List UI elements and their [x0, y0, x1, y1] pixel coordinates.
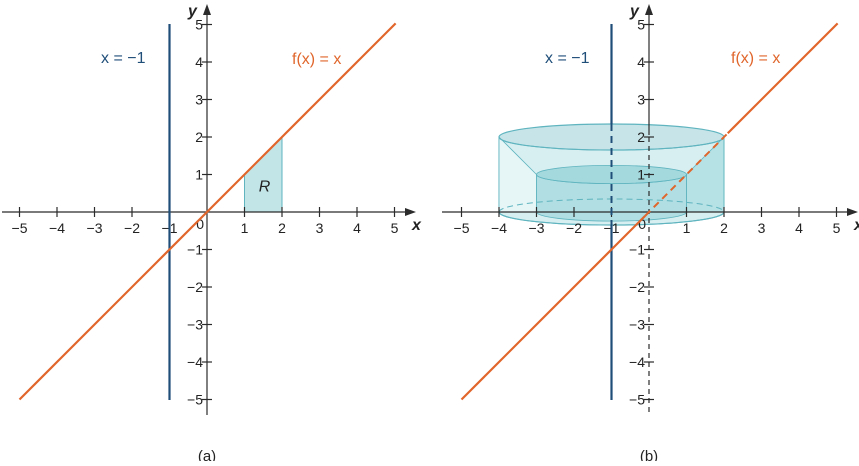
- y-tick-label: 2: [637, 129, 645, 145]
- y-tick-labels: −5 −4 −3 −2 −1 1 2 3 4 5: [629, 17, 645, 408]
- x-tick-labels: −5 −4 −3 −2 −1 1 2 3 4 5: [12, 220, 399, 236]
- y-tick-marks: [202, 23, 212, 401]
- y-tick-label: −5: [629, 392, 645, 408]
- x-tick-label: 5: [391, 220, 399, 236]
- vertical-line-label: x = −1: [101, 50, 146, 67]
- x-axis-arrow: [405, 208, 416, 216]
- y-tick-label: −5: [187, 392, 203, 408]
- y-tick-label: −2: [187, 279, 203, 295]
- y-axis-arrow: [203, 4, 211, 15]
- origin-label: 0: [196, 216, 204, 232]
- x-tick-label: 4: [795, 220, 803, 236]
- y-tick-label: 1: [195, 167, 203, 183]
- function-line: [18, 22, 397, 401]
- origin-label: 0: [638, 216, 646, 232]
- y-tick-label: −1: [629, 242, 645, 258]
- y-tick-labels: −5 −4 −3 −2 −1 1 2 3 4 5: [187, 17, 203, 408]
- y-tick-label: 5: [637, 17, 645, 33]
- y-tick-label: 3: [195, 92, 203, 108]
- y-tick-label: −3: [629, 317, 645, 333]
- x-tick-label: −5: [12, 220, 28, 236]
- x-tick-label: 3: [316, 220, 324, 236]
- x-tick-label: −4: [491, 220, 507, 236]
- x-tick-label: 5: [833, 220, 841, 236]
- y-tick-label: 3: [637, 92, 645, 108]
- x-axis-arrow: [847, 208, 858, 216]
- function-label: f(x) = x: [731, 50, 780, 67]
- y-tick-label: −2: [629, 279, 645, 295]
- x-tick-label: −2: [566, 220, 582, 236]
- x-tick-label: 2: [278, 220, 286, 236]
- y-axis-arrow: [645, 4, 653, 15]
- x-tick-label: −4: [49, 220, 65, 236]
- y-axis-label: y: [629, 3, 640, 20]
- region-r: [244, 135, 283, 213]
- y-tick-label: −4: [629, 354, 645, 370]
- y-tick-label: −1: [187, 242, 203, 258]
- function-line-upper: [726, 22, 839, 135]
- x-tick-label: 4: [353, 220, 361, 236]
- x-tick-label: −3: [87, 220, 103, 236]
- x-tick-label: −5: [454, 220, 470, 236]
- vertical-line-label: x = −1: [545, 50, 590, 67]
- x-axis-label: x: [411, 217, 422, 234]
- panel-b: −5 −4 −3 −2 −1 1 2 3 4 5 −5 −4 −3 −2 −1 …: [442, 3, 859, 465]
- x-tick-label: 1: [241, 220, 249, 236]
- y-tick-label: 5: [195, 17, 203, 33]
- x-tick-label: −3: [529, 220, 545, 236]
- y-tick-label: 2: [195, 129, 203, 145]
- x-tick-label: −2: [124, 220, 140, 236]
- y-tick-label: 1: [637, 167, 645, 183]
- function-label: f(x) = x: [292, 51, 341, 68]
- x-tick-label: 3: [758, 220, 766, 236]
- y-tick-label: −3: [187, 317, 203, 333]
- y-tick-marks: [644, 23, 654, 401]
- function-line-hidden: [644, 132, 729, 217]
- x-axis-label: x: [853, 217, 859, 234]
- panel-a: −5 −4 −3 −2 −1 1 2 3 4 5 −5 −4 −3 −2 −1 …: [2, 3, 422, 465]
- panel-caption: (b): [640, 448, 658, 461]
- y-axis-label: y: [187, 3, 198, 20]
- y-tick-label: 4: [195, 54, 203, 70]
- x-tick-label: 1: [683, 220, 691, 236]
- function-line: [460, 214, 647, 401]
- y-tick-label: 4: [637, 54, 645, 70]
- region-label: R: [259, 178, 271, 195]
- panel-caption: (a): [198, 448, 216, 461]
- x-tick-label: 2: [720, 220, 728, 236]
- y-tick-label: −4: [187, 354, 203, 370]
